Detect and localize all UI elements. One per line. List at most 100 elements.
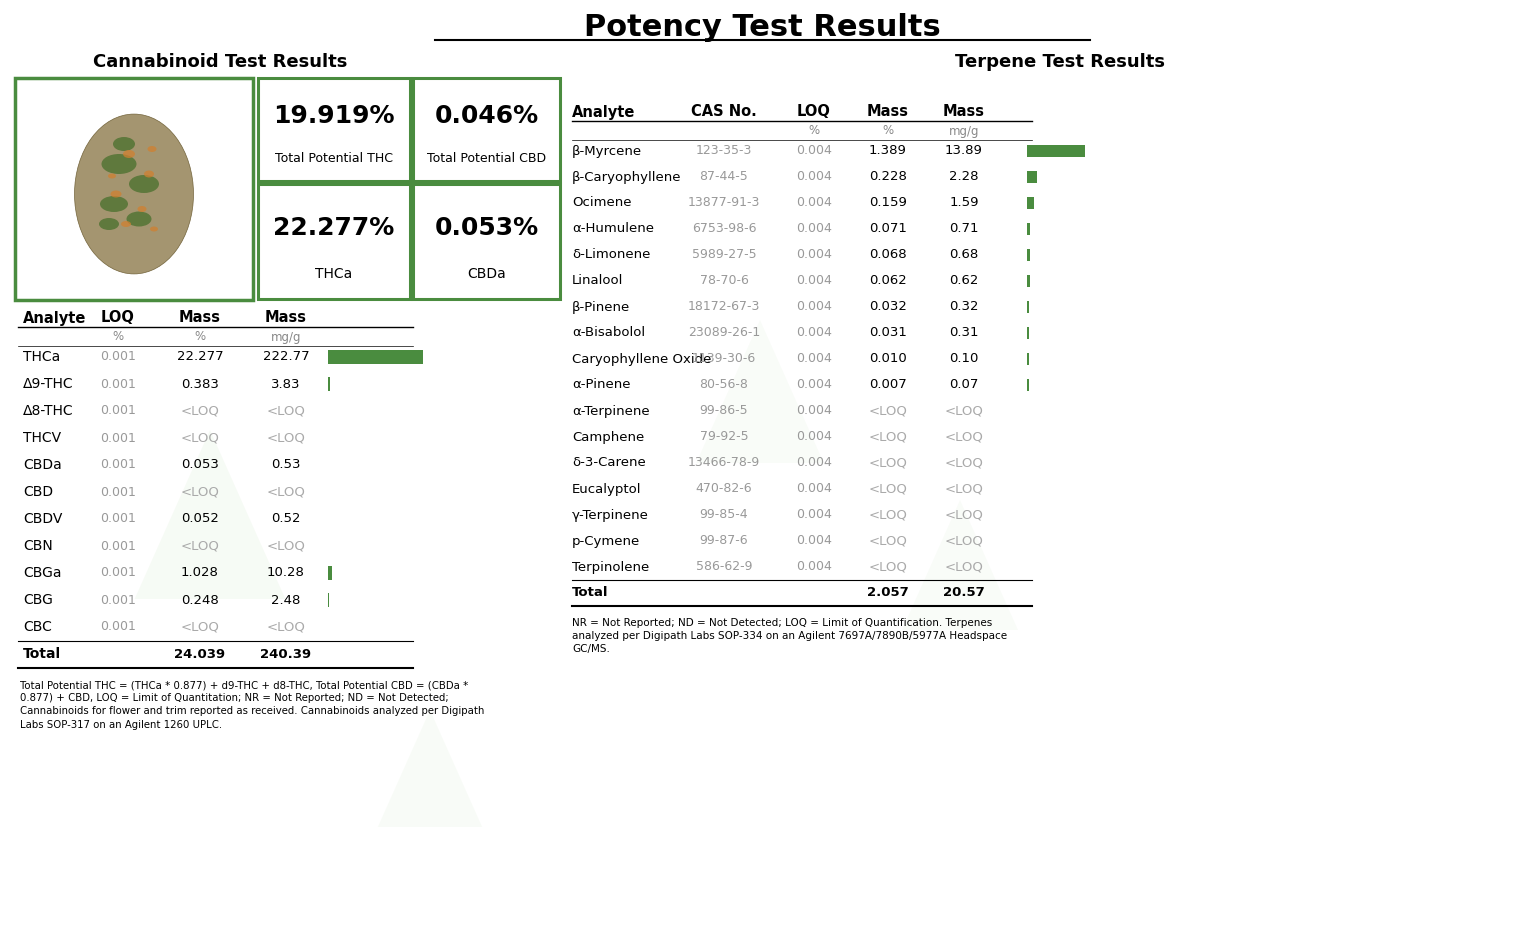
Text: CBDa: CBDa — [23, 458, 62, 472]
Ellipse shape — [137, 206, 146, 212]
Polygon shape — [378, 710, 482, 827]
Text: <LOQ: <LOQ — [869, 405, 907, 418]
Text: Caryophyllene Oxide: Caryophyllene Oxide — [572, 353, 712, 366]
Text: LOQ: LOQ — [797, 105, 831, 120]
Text: α-Bisabolol: α-Bisabolol — [572, 326, 645, 339]
Text: CAS No.: CAS No. — [690, 105, 757, 120]
Text: 0.031: 0.031 — [869, 326, 907, 339]
Text: 0.53: 0.53 — [271, 458, 300, 472]
Text: 23089-26-1: 23089-26-1 — [687, 326, 760, 339]
Text: <LOQ: <LOQ — [267, 405, 305, 418]
Text: CBDV: CBDV — [23, 512, 62, 526]
Text: <LOQ: <LOQ — [267, 620, 305, 634]
Text: 0.001: 0.001 — [101, 377, 136, 390]
Text: 87-44-5: 87-44-5 — [700, 171, 748, 184]
Text: 0.004: 0.004 — [796, 535, 832, 548]
Text: %: % — [808, 124, 820, 138]
Text: CBGa: CBGa — [23, 566, 61, 580]
Ellipse shape — [148, 146, 157, 152]
Text: <LOQ: <LOQ — [180, 405, 219, 418]
Text: <LOQ: <LOQ — [267, 539, 305, 553]
Text: %: % — [195, 330, 206, 343]
Ellipse shape — [102, 154, 137, 174]
Text: <LOQ: <LOQ — [945, 431, 983, 443]
Text: 0.71: 0.71 — [949, 223, 978, 236]
Ellipse shape — [75, 114, 194, 273]
Bar — [1027, 197, 1033, 209]
Text: 3.83: 3.83 — [271, 377, 300, 390]
Text: <LOQ: <LOQ — [945, 405, 983, 418]
Text: Camphene: Camphene — [572, 431, 645, 443]
Text: Total: Total — [572, 587, 608, 600]
Text: Total Potential THC = (THCa * 0.877) + d9-THC + d8-THC, Total Potential CBD = (C: Total Potential THC = (THCa * 0.877) + d… — [20, 680, 485, 730]
Text: 0.32: 0.32 — [949, 301, 978, 313]
Text: p-Cymene: p-Cymene — [572, 535, 640, 548]
Text: 1.028: 1.028 — [181, 567, 219, 580]
Text: %: % — [113, 330, 123, 343]
Text: δ-Limonene: δ-Limonene — [572, 249, 651, 261]
Text: Ocimene: Ocimene — [572, 196, 631, 209]
Ellipse shape — [149, 226, 158, 231]
Text: <LOQ: <LOQ — [945, 560, 983, 573]
Bar — [413, 78, 559, 181]
Ellipse shape — [111, 190, 122, 197]
Text: 0.001: 0.001 — [101, 432, 136, 444]
Text: Δ9-THC: Δ9-THC — [23, 377, 73, 391]
Text: β-Caryophyllene: β-Caryophyllene — [572, 171, 681, 184]
Text: 0.004: 0.004 — [796, 456, 832, 470]
Text: <LOQ: <LOQ — [180, 486, 219, 499]
Text: 13877-91-3: 13877-91-3 — [687, 196, 760, 209]
Text: Mass: Mass — [178, 310, 221, 325]
Text: 123-35-3: 123-35-3 — [696, 144, 753, 157]
Text: <LOQ: <LOQ — [945, 456, 983, 470]
Text: Total Potential CBD: Total Potential CBD — [427, 152, 546, 164]
Ellipse shape — [99, 218, 119, 230]
Text: 0.004: 0.004 — [796, 274, 832, 288]
Text: <LOQ: <LOQ — [945, 535, 983, 548]
Text: 0.004: 0.004 — [796, 560, 832, 573]
Text: 0.004: 0.004 — [796, 405, 832, 418]
Bar — [1027, 249, 1030, 261]
Text: 0.004: 0.004 — [796, 249, 832, 261]
Text: 99-87-6: 99-87-6 — [700, 535, 748, 548]
Text: 0.004: 0.004 — [796, 326, 832, 339]
Text: 0.62: 0.62 — [949, 274, 978, 288]
Text: 0.007: 0.007 — [869, 378, 907, 391]
Text: mg/g: mg/g — [271, 330, 302, 343]
Text: Mass: Mass — [943, 105, 985, 120]
Text: 80-56-8: 80-56-8 — [700, 378, 748, 391]
Text: 0.004: 0.004 — [796, 431, 832, 443]
Text: 0.053: 0.053 — [181, 458, 219, 472]
Text: <LOQ: <LOQ — [945, 483, 983, 495]
Bar — [1027, 353, 1029, 365]
Ellipse shape — [126, 211, 151, 226]
Text: 0.001: 0.001 — [101, 351, 136, 363]
Text: 24.039: 24.039 — [174, 648, 226, 660]
Text: CBD: CBD — [23, 485, 53, 499]
Text: 0.004: 0.004 — [796, 144, 832, 157]
Text: 22.277: 22.277 — [177, 351, 224, 363]
Text: CBDa: CBDa — [468, 267, 506, 281]
Text: 0.001: 0.001 — [101, 567, 136, 580]
Text: Potency Test Results: Potency Test Results — [584, 13, 940, 42]
Text: Linalool: Linalool — [572, 274, 623, 288]
Text: 0.068: 0.068 — [869, 249, 907, 261]
Text: 2.057: 2.057 — [867, 587, 908, 600]
Text: 0.004: 0.004 — [796, 196, 832, 209]
Ellipse shape — [120, 221, 131, 227]
Polygon shape — [902, 500, 1018, 630]
Text: 0.383: 0.383 — [181, 377, 219, 390]
Text: <LOQ: <LOQ — [267, 486, 305, 499]
Text: 99-86-5: 99-86-5 — [700, 405, 748, 418]
Text: 0.68: 0.68 — [949, 249, 978, 261]
Text: 22.277%: 22.277% — [273, 216, 395, 240]
Bar — [15, 78, 253, 300]
Text: 0.052: 0.052 — [181, 512, 219, 525]
Text: Analyte: Analyte — [23, 310, 87, 325]
Text: 0.07: 0.07 — [949, 378, 978, 391]
Text: <LOQ: <LOQ — [869, 456, 907, 470]
Text: CBN: CBN — [23, 539, 53, 553]
Text: 18172-67-3: 18172-67-3 — [687, 301, 760, 313]
Bar — [258, 78, 410, 181]
Text: 20.57: 20.57 — [943, 587, 985, 600]
